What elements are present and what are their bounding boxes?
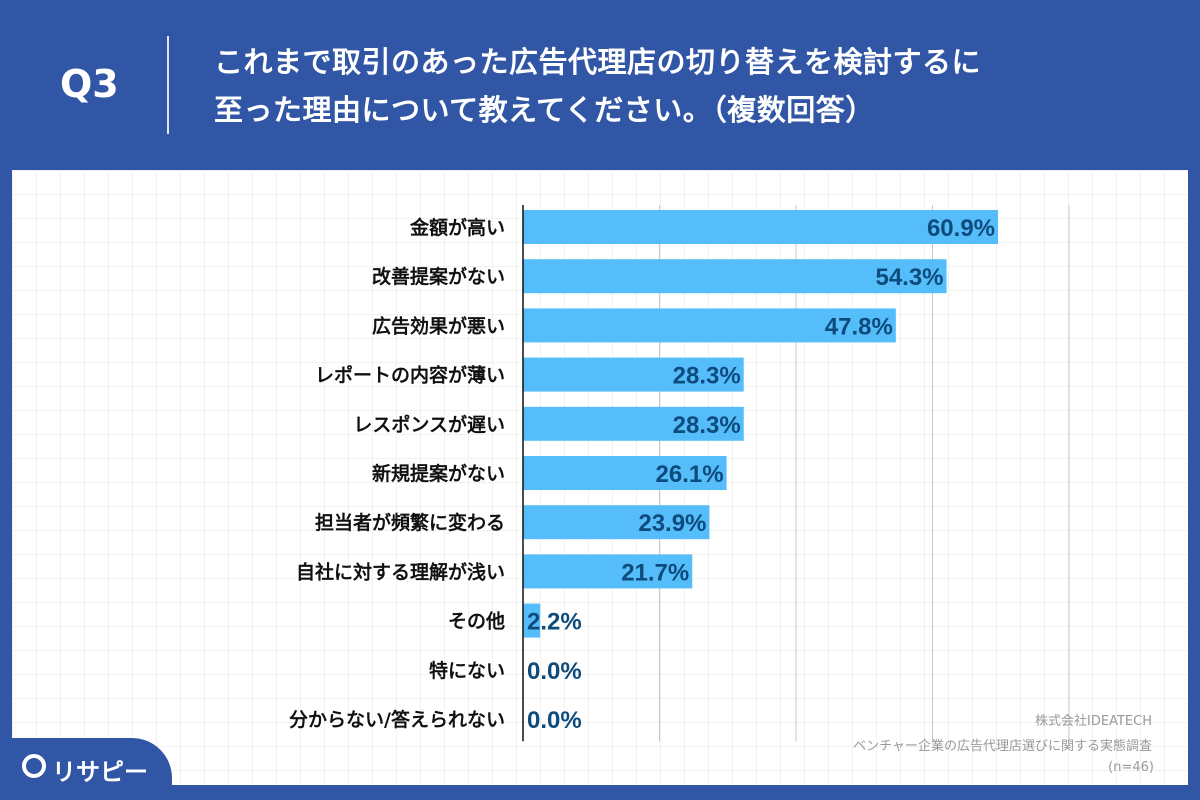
question-number: Q3 bbox=[60, 62, 119, 106]
category-label: 新規提案がない bbox=[372, 462, 505, 485]
bar bbox=[523, 210, 999, 244]
bar bbox=[523, 308, 896, 343]
bar bbox=[523, 505, 710, 540]
source-survey: ベンチャー企業の広告代理店選びに関する実態調査 bbox=[853, 739, 1152, 754]
bar bbox=[523, 259, 947, 294]
category-label: 自社に対する理解が浅い bbox=[296, 560, 505, 583]
source-company: 株式会社IDEATECH bbox=[1035, 714, 1152, 729]
bar bbox=[523, 456, 727, 490]
logo-text: リサピー bbox=[52, 758, 148, 786]
data-label: 28.3% bbox=[673, 412, 741, 439]
logo: リサピー bbox=[0, 738, 172, 800]
chart-title: これまで取引のあった広告代理店の切り替えを検討するに 至った理由について教えてくだ… bbox=[214, 38, 981, 134]
data-label: 23.9% bbox=[638, 510, 706, 537]
data-label: 47.8% bbox=[825, 313, 893, 340]
category-label: 特にない bbox=[429, 660, 505, 682]
divider bbox=[167, 36, 169, 134]
category-label: 広告効果が悪い bbox=[372, 314, 505, 337]
category-label: レスポンスが遅い bbox=[353, 413, 505, 436]
data-label: 0.0% bbox=[527, 707, 582, 734]
bar bbox=[523, 406, 744, 441]
bar bbox=[523, 603, 541, 638]
bar bbox=[523, 554, 693, 589]
title-line-1: これまで取引のあった広告代理店の切り替えを検討するに bbox=[214, 45, 982, 79]
category-label: 担当者が頻繁に変わる bbox=[315, 511, 505, 534]
category-label: 分からない/答えられない bbox=[289, 708, 505, 731]
data-label: 28.3% bbox=[673, 363, 741, 390]
pin-icon bbox=[22, 754, 46, 778]
title-line-2: 至った理由について教えてください。（複数回答） bbox=[214, 93, 875, 127]
sample-size: (n=46) bbox=[1108, 760, 1154, 775]
category-label: その他 bbox=[448, 610, 505, 633]
data-label: 2.2% bbox=[527, 609, 582, 636]
data-label: 0.0% bbox=[527, 658, 582, 685]
data-label: 60.9% bbox=[927, 215, 995, 242]
data-label: 26.1% bbox=[656, 461, 724, 488]
data-label: 21.7% bbox=[621, 559, 689, 586]
category-label: レポートの内容が薄い bbox=[315, 364, 505, 387]
bar bbox=[523, 357, 744, 392]
data-label: 54.3% bbox=[875, 264, 943, 291]
category-label: 金額が高い bbox=[409, 216, 505, 239]
category-label: 改善提案がない bbox=[372, 265, 505, 288]
